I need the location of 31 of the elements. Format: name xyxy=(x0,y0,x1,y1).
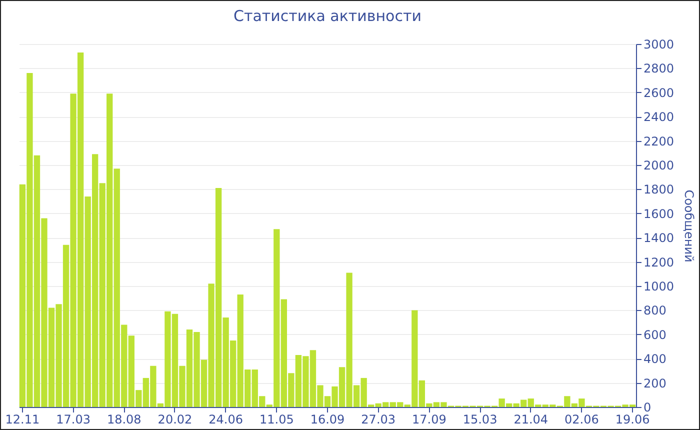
y-tick-label: 1800 xyxy=(644,182,674,197)
x-tick-label: 15.03 xyxy=(462,412,498,426)
x-tick-label: 19.06 xyxy=(615,412,650,426)
y-tick-label: 2000 xyxy=(644,158,674,172)
chart-title: Статистика активности xyxy=(234,7,422,25)
y-tick-label: 2800 xyxy=(644,62,674,76)
y-tick-label: 600 xyxy=(644,328,666,342)
x-tick-label: 18.08 xyxy=(106,412,142,426)
x-tick-label: 24.06 xyxy=(208,412,243,426)
x-tick-label: 12.11 xyxy=(5,412,40,426)
y-axis-title: Сообщений xyxy=(682,190,696,262)
y-tick-label: 1200 xyxy=(644,255,674,270)
y-tick-label: 1000 xyxy=(644,280,674,294)
y-tick-label: 1600 xyxy=(644,206,674,221)
y-tick-label: 200 xyxy=(644,376,666,390)
y-tick-label: 3000 xyxy=(644,38,674,52)
x-tick-label: 17.03 xyxy=(56,412,90,426)
y-tick-label: 1400 xyxy=(644,231,674,246)
y-tick-label: 2400 xyxy=(644,110,674,124)
y-tick-label: 0 xyxy=(644,400,652,414)
x-tick-label: 21.04 xyxy=(514,412,548,426)
x-tick-label: 17.09 xyxy=(412,412,446,426)
y-tick-label: 800 xyxy=(644,304,666,318)
x-tick-label: 27.03 xyxy=(361,412,396,426)
x-tick-label: 11.05 xyxy=(259,412,294,426)
x-tick-label: 16.09 xyxy=(310,412,345,426)
x-tick-label: 20.02 xyxy=(158,412,192,426)
y-tick-label: 400 xyxy=(644,352,666,366)
x-tick-label: 02.06 xyxy=(564,412,599,426)
y-tick-label: 2200 xyxy=(644,134,674,148)
y-tick-label: 2600 xyxy=(644,86,674,100)
